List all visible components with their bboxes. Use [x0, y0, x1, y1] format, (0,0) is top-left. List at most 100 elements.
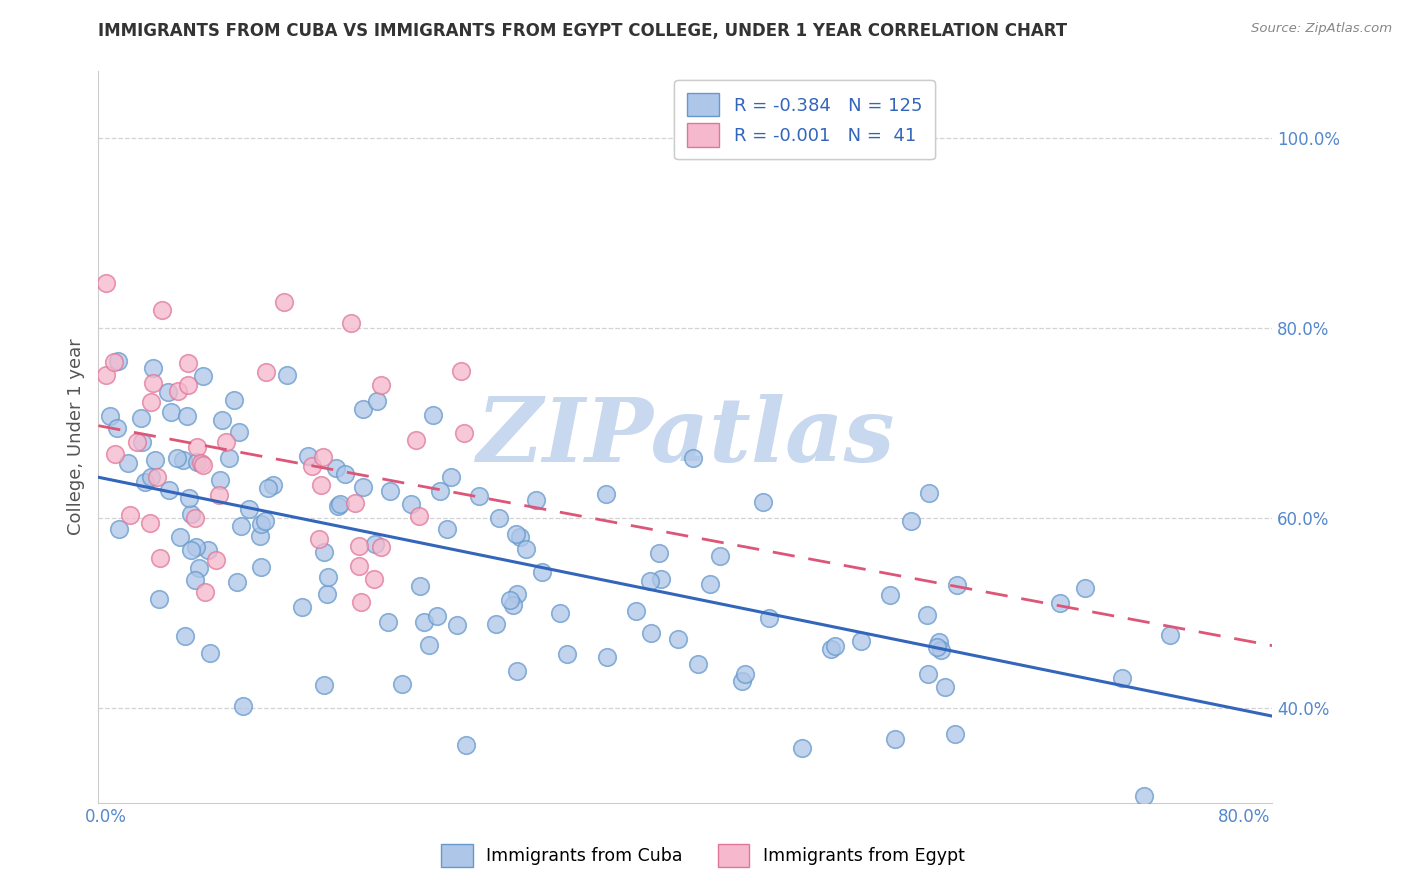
Point [524, 492, 547, 507]
Point [94, 368, 117, 383]
Legend: Immigrants from Cuba, Immigrants from Egypt: Immigrants from Cuba, Immigrants from Eg… [429, 832, 977, 879]
Point [301, 459, 323, 474]
Point [142, 360, 165, 375]
Point [352, 480, 374, 494]
Point [156, 384, 179, 399]
Point [377, 615, 399, 630]
Point [228, 425, 250, 440]
Point [349, 539, 371, 553]
Point [900, 514, 922, 528]
Point [316, 587, 339, 601]
Point [326, 499, 349, 513]
Point [314, 678, 336, 692]
Point [253, 514, 276, 528]
Point [343, 495, 366, 509]
Point [256, 481, 278, 495]
Point [134, 475, 156, 490]
Point [758, 611, 780, 625]
Point [429, 483, 451, 498]
Point [177, 356, 200, 370]
Point [364, 537, 387, 551]
Point [454, 738, 477, 752]
Point [934, 680, 956, 694]
Point [638, 574, 661, 589]
Point [180, 507, 202, 521]
Point [1049, 596, 1071, 610]
Point [250, 560, 273, 574]
Point [98, 409, 121, 423]
Point [790, 741, 813, 756]
Point [505, 587, 527, 601]
Y-axis label: College, Under 1 year: College, Under 1 year [66, 339, 84, 535]
Point [370, 540, 392, 554]
Point [879, 588, 901, 602]
Point [159, 405, 181, 419]
Point [232, 698, 254, 713]
Point [349, 558, 371, 573]
Point [399, 497, 422, 511]
Point [499, 592, 522, 607]
Point [107, 354, 129, 368]
Point [927, 640, 949, 654]
Point [142, 376, 165, 390]
Point [596, 649, 619, 664]
Point [139, 516, 162, 530]
Point [734, 666, 756, 681]
Point [249, 529, 271, 543]
Point [218, 450, 240, 465]
Point [118, 508, 141, 522]
Point [208, 487, 231, 501]
Point [731, 674, 754, 689]
Point [366, 394, 388, 409]
Point [453, 426, 475, 441]
Point [624, 604, 647, 618]
Point [555, 647, 578, 661]
Point [105, 420, 128, 434]
Point [370, 378, 392, 392]
Point [238, 501, 260, 516]
Point [352, 401, 374, 416]
Point [143, 452, 166, 467]
Point [249, 516, 271, 531]
Text: Source: ZipAtlas.com: Source: ZipAtlas.com [1251, 22, 1392, 36]
Point [917, 666, 939, 681]
Point [485, 617, 508, 632]
Point [194, 585, 217, 599]
Point [177, 378, 200, 392]
Point [129, 411, 152, 425]
Point [405, 433, 427, 447]
Point [157, 483, 180, 498]
Point [1133, 789, 1156, 803]
Point [378, 483, 401, 498]
Point [548, 607, 571, 621]
Point [502, 598, 524, 612]
Point [179, 491, 201, 505]
Point [184, 511, 207, 525]
Point [131, 435, 153, 450]
Point [176, 409, 198, 423]
Point [229, 518, 252, 533]
Point [186, 440, 208, 454]
Point [318, 570, 340, 584]
Point [186, 455, 208, 469]
Point [530, 565, 553, 579]
Point [509, 530, 531, 544]
Point [333, 467, 356, 482]
Point [312, 450, 335, 464]
Point [94, 276, 117, 290]
Point [648, 546, 671, 560]
Point [943, 727, 966, 741]
Point [273, 294, 295, 309]
Point [426, 608, 449, 623]
Point [422, 409, 444, 423]
Point [824, 639, 846, 653]
Point [408, 579, 430, 593]
Point [928, 634, 950, 648]
Point [276, 368, 298, 382]
Legend: R = -0.384   N = 125, R = -0.001   N =  41: R = -0.384 N = 125, R = -0.001 N = 41 [673, 80, 935, 160]
Point [184, 540, 207, 554]
Point [391, 676, 413, 690]
Point [325, 461, 347, 475]
Point [169, 530, 191, 544]
Point [595, 487, 617, 501]
